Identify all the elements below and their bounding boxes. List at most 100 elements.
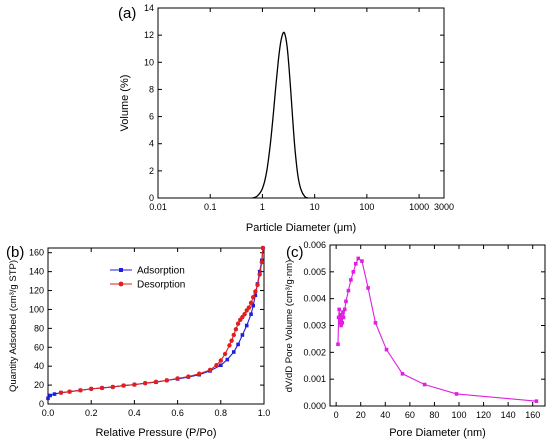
x-axis-label: Pore Diameter (nm) <box>389 427 486 439</box>
data-point <box>341 310 345 314</box>
data-point-desorption <box>253 289 258 294</box>
y-tick-label: 0 <box>39 399 44 409</box>
series-line-curve <box>252 31 309 199</box>
data-point-desorption <box>67 389 72 394</box>
x-tick-label: 0.6 <box>171 408 184 418</box>
data-point-desorption <box>222 351 228 357</box>
y-tick-label: 40 <box>34 361 44 371</box>
x-tick-label: 0.01 <box>149 202 167 212</box>
data-point <box>360 259 364 263</box>
x-tick-label: 100 <box>359 202 374 212</box>
data-point-desorption <box>233 327 239 332</box>
data-point-desorption <box>175 376 180 381</box>
data-point <box>344 299 348 304</box>
data-point-desorption <box>207 367 213 373</box>
data-point-adsorption <box>52 392 57 396</box>
y-tick-label: 80 <box>34 323 44 333</box>
data-point-desorption <box>121 383 126 388</box>
data-point-adsorption <box>219 363 223 368</box>
x-tick-label: 0.2 <box>85 408 98 418</box>
y-tick-label: 60 <box>34 342 44 352</box>
data-point-desorption <box>248 300 254 306</box>
y-tick-label: 20 <box>34 380 44 390</box>
x-tick-label: 1.0 <box>258 408 271 418</box>
data-point-desorption <box>186 374 191 379</box>
data-point-desorption <box>231 332 236 338</box>
y-tick-label: 0.002 <box>303 347 326 357</box>
data-point-adsorption <box>251 303 255 308</box>
x-tick-label: 0.0 <box>42 408 55 418</box>
panel-a: 0.01 0.1 1 10 100 1000 3000 0 2 4 6 8 10 12 14 Particle… <box>118 3 454 234</box>
data-point-desorption <box>164 378 169 383</box>
x-tick-label: 20 <box>356 410 366 420</box>
panel-label: (b) <box>6 244 24 261</box>
plot-frame <box>157 7 445 199</box>
x-tick-label: 140 <box>501 410 516 420</box>
data-point <box>384 347 389 352</box>
x-tick-label: 0.8 <box>215 408 228 418</box>
data-point-desorption <box>218 358 223 363</box>
data-point-desorption <box>132 382 137 387</box>
y-tick-label: 2 <box>149 166 154 176</box>
data-point <box>336 315 341 320</box>
y-tick-label: 0 <box>149 193 154 203</box>
data-point <box>338 321 342 325</box>
data-point-adsorption <box>240 333 245 337</box>
panel-b: 0.0 0.2 0.4 0.6 0.8 1.0 0 20 40 60 80 100 120 140 160 R… <box>6 244 270 439</box>
x-tick-label: 1000 <box>409 202 429 212</box>
data-point <box>534 399 539 403</box>
y-axis-label: Volume (%) <box>119 75 131 132</box>
y-tick-label: 12 <box>144 30 154 40</box>
data-point-desorption <box>244 308 249 313</box>
y-tick-label: 14 <box>144 3 154 13</box>
data-point-desorption <box>197 371 202 376</box>
panel-label: (a) <box>118 5 136 22</box>
plot-frame <box>47 247 265 405</box>
data-point-desorption <box>259 259 265 265</box>
y-tick-label: 0.001 <box>303 374 326 384</box>
data-point-desorption <box>110 384 116 390</box>
x-tick-label: 1 <box>260 202 265 212</box>
y-tick-label: 0.003 <box>303 321 326 331</box>
x-tick-label: 10 <box>310 202 320 212</box>
y-tick-label: 4 <box>149 139 154 149</box>
data-point-adsorption <box>225 357 230 362</box>
data-point-desorption <box>89 386 94 392</box>
data-point <box>339 315 344 320</box>
data-point-desorption <box>229 338 234 343</box>
x-tick-label: 60 <box>405 410 415 420</box>
data-point <box>454 392 459 396</box>
x-tick-label: 0.1 <box>204 202 217 212</box>
y-tick-label: 0.005 <box>303 267 326 277</box>
data-point-desorption <box>255 282 260 288</box>
data-point <box>338 312 343 317</box>
legend-marker-adsorption <box>119 268 123 272</box>
y-tick-label: 160 <box>29 248 44 258</box>
data-point <box>422 382 427 387</box>
y-axis-label: Quantity Adsorbed (cm³/g STP) <box>8 260 19 392</box>
x-tick-label: 0.4 <box>128 408 141 418</box>
data-point <box>373 321 378 325</box>
legend-label-adsorption: Adsorption <box>137 266 185 277</box>
data-point <box>336 342 340 347</box>
x-axis-label: Particle Diameter (μm) <box>246 222 356 234</box>
data-point-desorption <box>227 343 232 348</box>
y-tick-label: 6 <box>149 112 154 122</box>
data-point-desorption <box>238 317 243 323</box>
data-point <box>356 256 361 261</box>
y-tick-label: 120 <box>29 286 44 296</box>
data-point-adsorption <box>253 293 258 298</box>
data-point-desorption <box>260 245 266 251</box>
y-tick-label: 0.000 <box>303 401 326 411</box>
data-point <box>337 307 342 312</box>
data-point-adsorption <box>236 342 240 347</box>
x-tick-label: 40 <box>380 410 390 420</box>
panel-label: (c) <box>286 244 304 261</box>
data-point-desorption <box>143 381 148 386</box>
data-point <box>339 323 343 328</box>
x-tick-label: 3000 <box>434 202 454 212</box>
y-tick-label: 0.004 <box>303 294 326 304</box>
legend-marker-desorption <box>118 281 124 287</box>
y-tick-label: 140 <box>29 267 44 277</box>
